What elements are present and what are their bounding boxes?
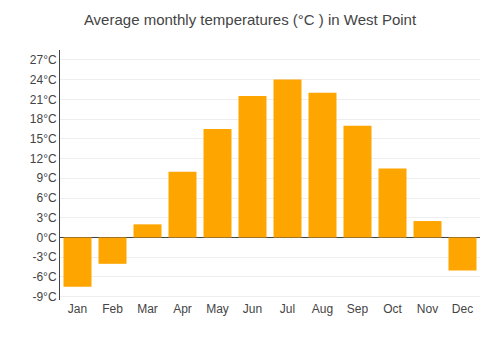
svg-text:21°C: 21°C (30, 93, 57, 107)
svg-text:Jul: Jul (280, 302, 295, 316)
svg-text:Nov: Nov (417, 302, 438, 316)
svg-text:Jun: Jun (243, 302, 262, 316)
svg-text:3°C: 3°C (36, 211, 56, 225)
svg-text:0°C: 0°C (36, 231, 56, 245)
svg-text:12°C: 12°C (30, 152, 57, 166)
svg-text:Aug: Aug (312, 302, 333, 316)
svg-text:-9°C: -9°C (32, 290, 56, 304)
svg-text:Jan: Jan (68, 302, 87, 316)
svg-text:Sep: Sep (347, 302, 369, 316)
svg-text:18°C: 18°C (30, 112, 57, 126)
svg-text:-3°C: -3°C (32, 250, 56, 264)
svg-text:27°C: 27°C (30, 53, 57, 67)
svg-text:Feb: Feb (102, 302, 123, 316)
svg-text:6°C: 6°C (36, 191, 56, 205)
svg-text:Apr: Apr (173, 302, 192, 316)
svg-text:May: May (206, 302, 229, 316)
svg-text:24°C: 24°C (30, 73, 57, 87)
svg-text:Mar: Mar (137, 302, 158, 316)
svg-text:Average monthly temperatures (: Average monthly temperatures (°C ) in We… (84, 11, 417, 28)
svg-text:-6°C: -6°C (32, 270, 56, 284)
svg-text:Oct: Oct (383, 302, 402, 316)
svg-text:9°C: 9°C (36, 171, 56, 185)
svg-text:15°C: 15°C (30, 132, 57, 146)
svg-text:Dec: Dec (452, 302, 473, 316)
